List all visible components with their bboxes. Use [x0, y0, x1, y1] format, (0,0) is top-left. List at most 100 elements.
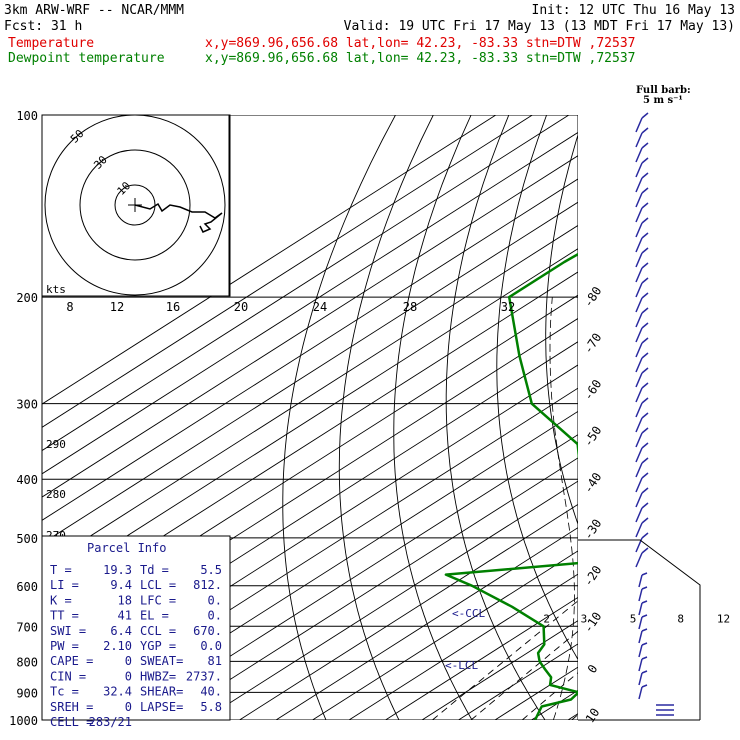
parcel-info-cell: 18	[118, 593, 132, 607]
isotherm-label: -70	[581, 331, 605, 357]
wind-barbs	[578, 112, 701, 721]
pressure-tick-label: 800	[16, 655, 38, 669]
moist-adiabat-label: 8	[66, 300, 73, 314]
dry-adiabat-label: 290	[46, 438, 66, 451]
parcel-info-cell: 32.4	[103, 685, 132, 699]
mixing-ratio-line	[571, 714, 578, 720]
wind-barb	[635, 127, 649, 148]
wind-barb	[635, 457, 649, 478]
wind-barb	[635, 217, 649, 238]
hodograph-ring	[44, 114, 226, 296]
parcel-info-cell: YGP =	[140, 639, 176, 653]
moist-adiabat-label: 20	[234, 300, 248, 314]
parcel-info-cell: SWI =	[50, 624, 86, 638]
mixing-ratio-label: 3	[581, 612, 588, 625]
parcel-info-cell: CIN =	[50, 669, 86, 683]
moist-adiabat-line	[583, 297, 620, 720]
pressure-tick-label: 600	[16, 580, 38, 594]
moist-adiabat-label: 24	[313, 300, 327, 314]
dry-adiabat-line	[393, 115, 473, 720]
moist-adiabat-label: 32	[501, 300, 515, 314]
wind-barb-surface	[656, 704, 674, 716]
parcel-info-cell: Td =	[140, 563, 169, 577]
wind-barb	[635, 202, 649, 223]
parcel-info-cell: SREH =	[50, 700, 93, 714]
wind-barb	[635, 517, 649, 538]
isotherm-label: 0	[585, 662, 601, 676]
dry-adiabat-line	[683, 115, 740, 720]
parcel-info-cell: LFC =	[140, 593, 176, 607]
isotherm-line	[93, 410, 578, 720]
parcel-info-cell: PW =	[50, 639, 79, 653]
mixing-ratio-label: 2	[543, 612, 550, 625]
wind-barb	[638, 628, 648, 644]
wind-barb	[635, 367, 649, 388]
isotherm-line	[42, 224, 578, 568]
pressure-tick-label: 700	[16, 620, 38, 634]
wind-barb	[635, 412, 649, 433]
isotherm-line	[275, 527, 578, 720]
parcel-info-cell: 0.	[208, 609, 222, 623]
temperature-line	[599, 115, 740, 720]
sounding-series	[444, 115, 740, 720]
dry-adiabat-line	[282, 115, 396, 720]
moist-adiabat-line	[641, 297, 734, 720]
forecast-hour: Fcst: 31 h	[4, 19, 82, 34]
pressure-tick-label: 300	[16, 398, 38, 412]
wind-barb	[638, 670, 648, 686]
dewpoint-legend-label: Dewpoint temperature	[8, 51, 165, 66]
wind-barb	[638, 642, 648, 658]
isotherm-line	[385, 596, 578, 720]
wind-barb	[638, 614, 648, 630]
moist-adiabat-line	[699, 297, 740, 720]
valid-time: Valid: 19 UTC Fri 17 May 13 (13 MDT Fri …	[344, 19, 735, 34]
mixing-ratio-label: 8	[677, 612, 684, 625]
isotherm-line	[421, 620, 578, 720]
hodograph-units: kts	[46, 283, 66, 296]
wind-barb	[635, 172, 649, 193]
wind-barb	[635, 442, 649, 463]
wind-barb	[635, 187, 649, 208]
moist-adiabat-line	[670, 297, 740, 720]
parcel-info-panel: Parcel Info T = 19.3 Td = 5.5 LI = 9.4 LCL = 81…	[41, 535, 231, 729]
isotherm-label: -60	[581, 377, 605, 403]
wind-barb	[635, 397, 649, 418]
moist-adiabat-label: 16	[166, 300, 180, 314]
isotherm-line	[605, 115, 740, 720]
parcel-info-cell: 0.	[208, 593, 222, 607]
parcel-info-cell: 19.3	[103, 563, 132, 577]
isotherm-line	[714, 115, 740, 720]
hodograph-ring	[79, 149, 191, 261]
isotherm-label: -40	[581, 470, 605, 496]
dry-adiabat-line	[593, 115, 740, 720]
mixing-ratio-label: 5	[630, 612, 637, 625]
parcel-info-title: Parcel Info	[87, 541, 166, 555]
dry-adiabat-line	[496, 115, 578, 661]
isotherm-line	[42, 271, 578, 614]
mixing-ratio-label: 12	[717, 612, 730, 625]
parcel-info-cell: HWBZ=	[140, 669, 176, 683]
parcel-info-cell: Tc =	[50, 685, 79, 699]
pressure-tick-label: 1000	[9, 714, 38, 728]
isotherm-label: -80	[581, 284, 605, 310]
wind-barb	[635, 427, 649, 448]
pressure-tick-label: 500	[16, 532, 38, 546]
isotherm-line	[42, 115, 570, 452]
wind-barb	[635, 322, 649, 343]
isotherm-line	[166, 457, 578, 720]
wind-barb	[635, 547, 649, 568]
wind-barb	[635, 487, 649, 508]
parcel-info-cell: 5.8	[200, 700, 222, 714]
parcel-info-cell: LCL =	[140, 578, 176, 592]
wind-barb	[638, 600, 648, 616]
isotherm-line	[42, 115, 497, 405]
wind-barb	[635, 307, 649, 328]
pressure-tick-label: 200	[16, 291, 38, 305]
dry-adiabat-line	[445, 115, 546, 720]
wind-barb	[638, 572, 648, 588]
isotherm-line	[42, 131, 578, 475]
isotherm-line	[348, 573, 578, 720]
parcel-info-cell: 81	[208, 654, 222, 668]
barb-region-border	[578, 539, 701, 720]
wind-barb	[635, 262, 649, 283]
